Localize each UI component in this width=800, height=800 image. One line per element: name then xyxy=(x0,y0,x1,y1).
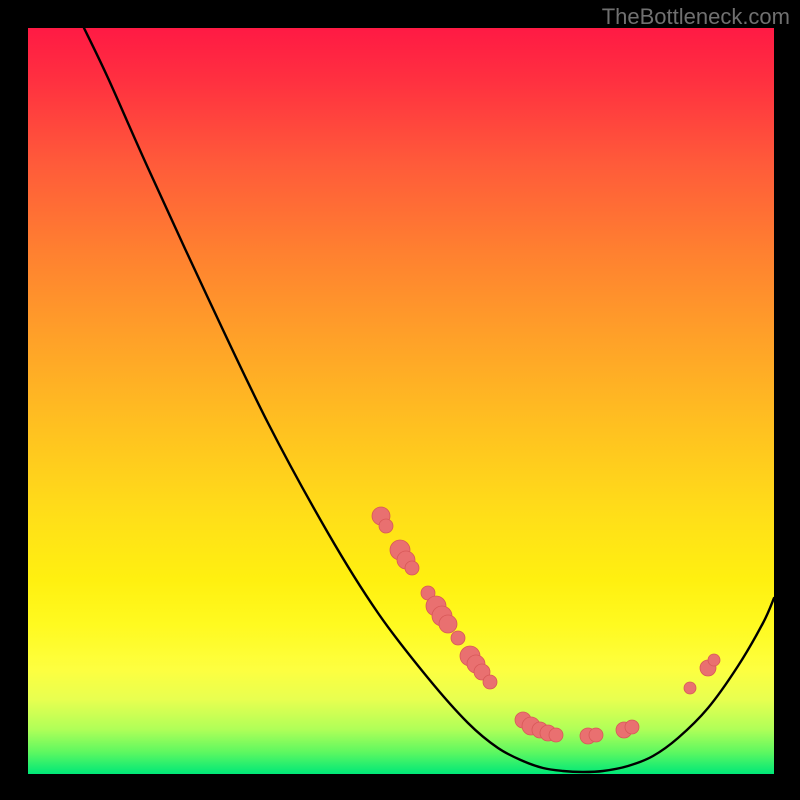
chart-svg xyxy=(28,28,774,774)
curve-marker xyxy=(549,728,563,742)
curve-marker xyxy=(405,561,419,575)
chart-plot-area xyxy=(28,28,774,774)
curve-marker xyxy=(684,682,696,694)
curve-marker xyxy=(439,615,457,633)
curve-marker xyxy=(708,654,720,666)
curve-marker xyxy=(589,728,603,742)
watermark-text: TheBottleneck.com xyxy=(602,4,790,30)
bottleneck-curve-line xyxy=(84,28,774,772)
curve-marker xyxy=(379,519,393,533)
curve-marker xyxy=(625,720,639,734)
curve-marker xyxy=(451,631,465,645)
curve-marker xyxy=(483,675,497,689)
curve-markers-group xyxy=(372,507,720,744)
